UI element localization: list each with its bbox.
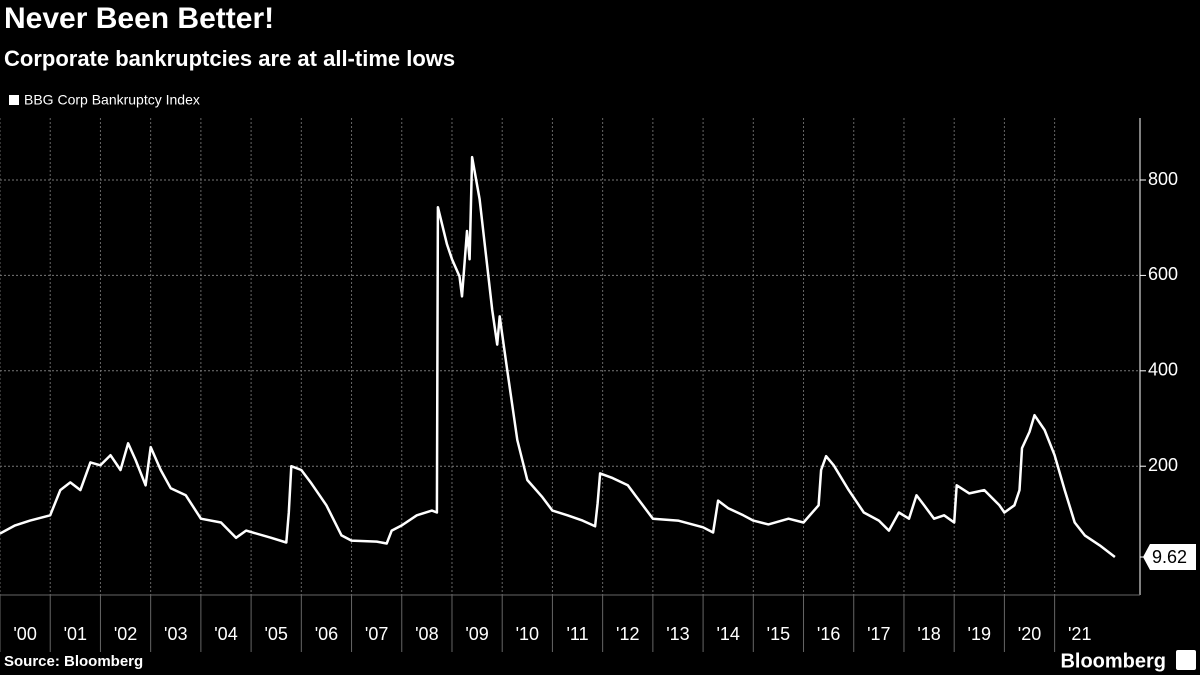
source: Source: Bloomberg [4, 653, 143, 670]
x-tick-label: '15 [767, 624, 790, 644]
brand-icon [1176, 650, 1196, 670]
last-value-label: 9.62 [1152, 547, 1187, 567]
chart-title: Never Been Better! [4, 2, 274, 35]
x-tick-label: '21 [1068, 624, 1091, 644]
x-tick-label: '01 [64, 624, 87, 644]
brand: Bloomberg [1060, 650, 1166, 672]
x-tick-label: '14 [716, 624, 739, 644]
x-tick-label: '05 [264, 624, 287, 644]
y-tick-label: 800 [1148, 169, 1178, 189]
y-tick-label: 600 [1148, 264, 1178, 284]
y-tick-label: 400 [1148, 360, 1178, 380]
x-tick-label: '19 [968, 624, 991, 644]
x-tick-label: '03 [164, 624, 187, 644]
x-tick-label: '13 [666, 624, 689, 644]
x-tick-label: '17 [867, 624, 890, 644]
x-tick-label: '00 [13, 624, 36, 644]
legend-swatch [9, 95, 19, 105]
x-tick-label: '10 [516, 624, 539, 644]
x-tick-label: '04 [214, 624, 237, 644]
y-tick-label: 200 [1148, 455, 1178, 475]
x-tick-label: '02 [114, 624, 137, 644]
x-tick-label: '18 [917, 624, 940, 644]
x-tick-label: '06 [315, 624, 338, 644]
x-tick-label: '16 [817, 624, 840, 644]
x-tick-label: '11 [566, 624, 588, 644]
chart-subtitle: Corporate bankruptcies are at all-time l… [4, 46, 455, 71]
x-tick-label: '12 [616, 624, 639, 644]
legend-label: BBG Corp Bankruptcy Index [24, 92, 200, 108]
x-tick-label: '09 [465, 624, 488, 644]
x-tick-label: '20 [1018, 624, 1041, 644]
line [0, 155, 1116, 558]
x-tick-label: '07 [365, 624, 388, 644]
x-tick-label: '08 [415, 624, 438, 644]
last-value-box [1143, 544, 1196, 571]
